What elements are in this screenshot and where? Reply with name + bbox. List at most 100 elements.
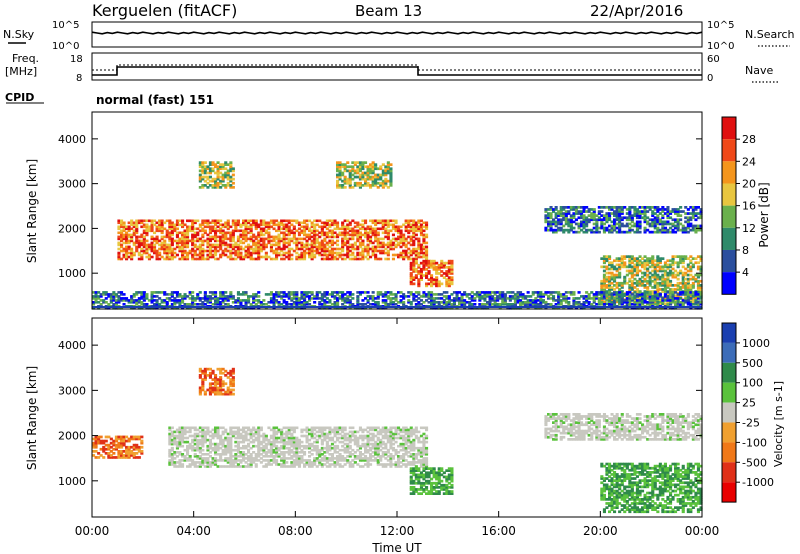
echo-cell [282,293,286,296]
echo-cell [117,291,121,294]
echo-cell [600,265,604,269]
echo-cell [183,295,187,298]
echo-cell [269,291,273,294]
echo-cell [638,303,642,306]
echo-cell [226,303,230,306]
echo-cell [610,220,614,224]
echo-cell [425,247,429,251]
echo-cell [183,440,187,444]
echo-cell [414,274,418,277]
echo-cell [554,208,558,211]
echo-cell [366,247,370,251]
echo-cell [402,307,406,310]
echo-cell [140,441,144,445]
echo-cell [402,235,406,239]
echo-cell [231,221,235,225]
echo-cell [661,208,665,211]
echo-cell [191,241,195,245]
echo-cell [445,282,449,286]
echo-cell [656,206,660,209]
echo-cell [669,216,673,220]
echo-cell [635,295,639,298]
echo-cell [168,251,172,255]
echo-cell [338,297,342,300]
echo-cell [181,453,185,456]
echo-cell [641,261,645,265]
echo-cell [699,269,703,273]
echo-cell [620,224,624,228]
echo-cell [442,299,446,302]
echo-cell [343,169,347,173]
echo-cell [686,284,690,287]
echo-cell [142,219,146,223]
echo-cell [211,255,215,259]
echo-cell [346,177,350,181]
echo-cell [206,177,210,181]
echo-cell [300,297,304,300]
echo-cell [249,223,253,227]
echo-cell [206,225,210,229]
echo-cell [544,226,548,230]
echo-cell [239,225,243,229]
echo-cell [458,303,462,306]
echo-cell [170,440,174,444]
echo-cell [544,218,548,222]
echo-cell [605,214,609,217]
noise-right-tick-bottom: 10^0 [707,41,734,52]
echo-cell [183,233,187,237]
echo-cell [305,245,309,249]
echo-cell [242,233,246,237]
echo-cell [519,291,523,294]
echo-cell [427,301,431,304]
echo-cell [300,237,304,241]
echo-cell [140,221,144,225]
echo-cell [661,210,665,213]
echo-cell [264,307,268,310]
echo-cell [371,171,375,175]
echo-cell [430,307,434,310]
echo-cell [183,241,187,245]
echo-cell [122,223,126,227]
echo-cell [275,253,279,257]
echo-cell [211,237,215,241]
echo-cell [244,221,248,225]
echo-cell [323,299,327,302]
echo-cell [605,302,609,306]
echo-cell [191,229,195,233]
echo-cell [290,293,294,296]
echo-cell [564,295,568,298]
echo-cell [610,212,614,215]
echo-cell [653,218,657,222]
echo-cell [262,223,266,227]
echo-cell [193,243,197,247]
colorbar-swatch [722,139,736,162]
echo-cell [653,286,657,289]
echo-cell [582,226,586,230]
echo-cell [595,291,599,294]
echo-cell [257,225,261,229]
echo-cell [102,439,106,443]
echo-cell [269,235,273,239]
echo-cell [478,307,482,310]
echo-cell [137,447,141,451]
echo-cell [554,228,558,232]
echo-cell [381,245,385,249]
echo-cell [608,212,612,215]
echo-cell [120,245,124,249]
echo-cell [376,293,380,296]
echo-cell [158,227,162,231]
echo-cell [569,208,573,211]
echo-cell [638,291,642,294]
echo-cell [412,261,416,265]
echo-cell [404,219,408,223]
echo-cell [247,219,251,223]
echo-cell [374,245,378,249]
echo-cell [351,243,355,247]
echo-cell [554,216,558,220]
echo-cell [384,173,388,177]
echo-cell [97,437,101,441]
echo-cell [142,245,146,249]
echo-cell [656,273,660,277]
echo-cell [186,253,190,257]
echo-cell [198,186,202,189]
